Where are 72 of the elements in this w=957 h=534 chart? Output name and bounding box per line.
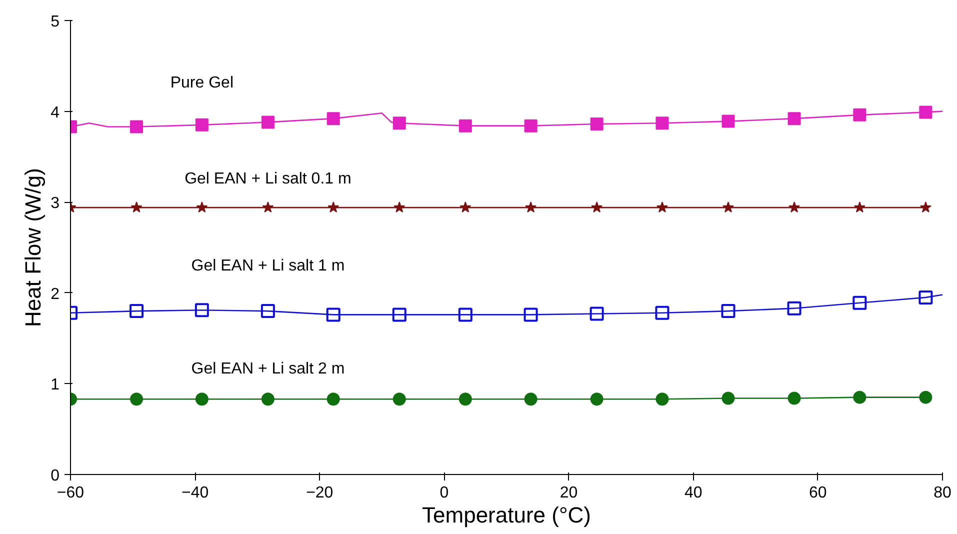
point [787, 301, 802, 316]
point [130, 202, 142, 212]
point [920, 202, 932, 212]
point [262, 202, 274, 212]
x-tick-label: −20 [306, 484, 334, 502]
y-tick-label: 2 [50, 286, 60, 303]
point [788, 202, 800, 212]
point [918, 290, 933, 304]
point [524, 392, 538, 406]
point [853, 390, 866, 404]
point [854, 202, 866, 212]
x-tick-label: 80 [934, 484, 952, 502]
series-label: Gel EAN + Li salt 1 m [191, 258, 345, 275]
point [130, 304, 144, 318]
y-tick-label: 5 [50, 14, 60, 30]
y-tick-label: 3 [50, 195, 60, 212]
x-tick-label: 20 [560, 484, 578, 502]
point [853, 108, 866, 122]
point [524, 308, 538, 322]
point [392, 392, 406, 406]
point [656, 116, 669, 130]
x-tick-label: 60 [809, 484, 827, 502]
y-axis-title: Heat Flow (W/g) [20, 168, 46, 327]
point [852, 296, 867, 310]
point [194, 303, 209, 318]
x-tick-label: 0 [440, 484, 449, 502]
text: Pure Gel [170, 74, 234, 92]
point [722, 202, 734, 212]
point [261, 116, 274, 129]
point [260, 304, 275, 318]
point [458, 308, 472, 322]
point [919, 390, 932, 404]
point [458, 392, 472, 406]
point [130, 120, 144, 134]
point [655, 306, 670, 320]
point [525, 202, 537, 212]
x-axis-title: Temperature (°C) [422, 502, 591, 528]
point [721, 304, 736, 318]
point [195, 118, 208, 132]
point [328, 202, 340, 212]
x-tick-label: −40 [182, 484, 209, 502]
point [919, 106, 932, 119]
point [196, 202, 208, 212]
point [392, 308, 406, 322]
series-label: Gel EAN + Li salt 2 m [191, 360, 345, 378]
point [130, 392, 144, 406]
point [788, 112, 801, 126]
point [591, 202, 603, 212]
point [656, 392, 669, 406]
y-tick-label: 1 [50, 376, 60, 394]
point [590, 118, 604, 131]
point [722, 114, 735, 128]
point [524, 119, 538, 132]
y-tick-label: 4 [50, 104, 60, 122]
point [460, 202, 472, 212]
point [394, 202, 406, 212]
point [392, 116, 406, 130]
point [656, 202, 668, 212]
x-tick-label: 40 [684, 484, 702, 502]
point [195, 392, 208, 406]
point [261, 392, 274, 406]
point [722, 392, 735, 405]
x-tick-label: −60 [56, 484, 84, 502]
point [458, 119, 472, 132]
point [788, 392, 801, 405]
point [326, 392, 340, 406]
point [326, 112, 340, 126]
point [590, 392, 604, 406]
point [590, 306, 604, 321]
y-tick-label: 0 [50, 468, 60, 484]
series-label: Gel EAN + Li salt 0.1 m [184, 170, 352, 188]
point [326, 308, 340, 322]
